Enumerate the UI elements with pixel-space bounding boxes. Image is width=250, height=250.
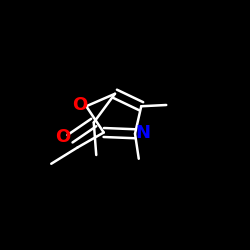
Text: N: N (135, 124, 150, 142)
Text: O: O (56, 128, 71, 146)
Text: O: O (72, 96, 88, 114)
